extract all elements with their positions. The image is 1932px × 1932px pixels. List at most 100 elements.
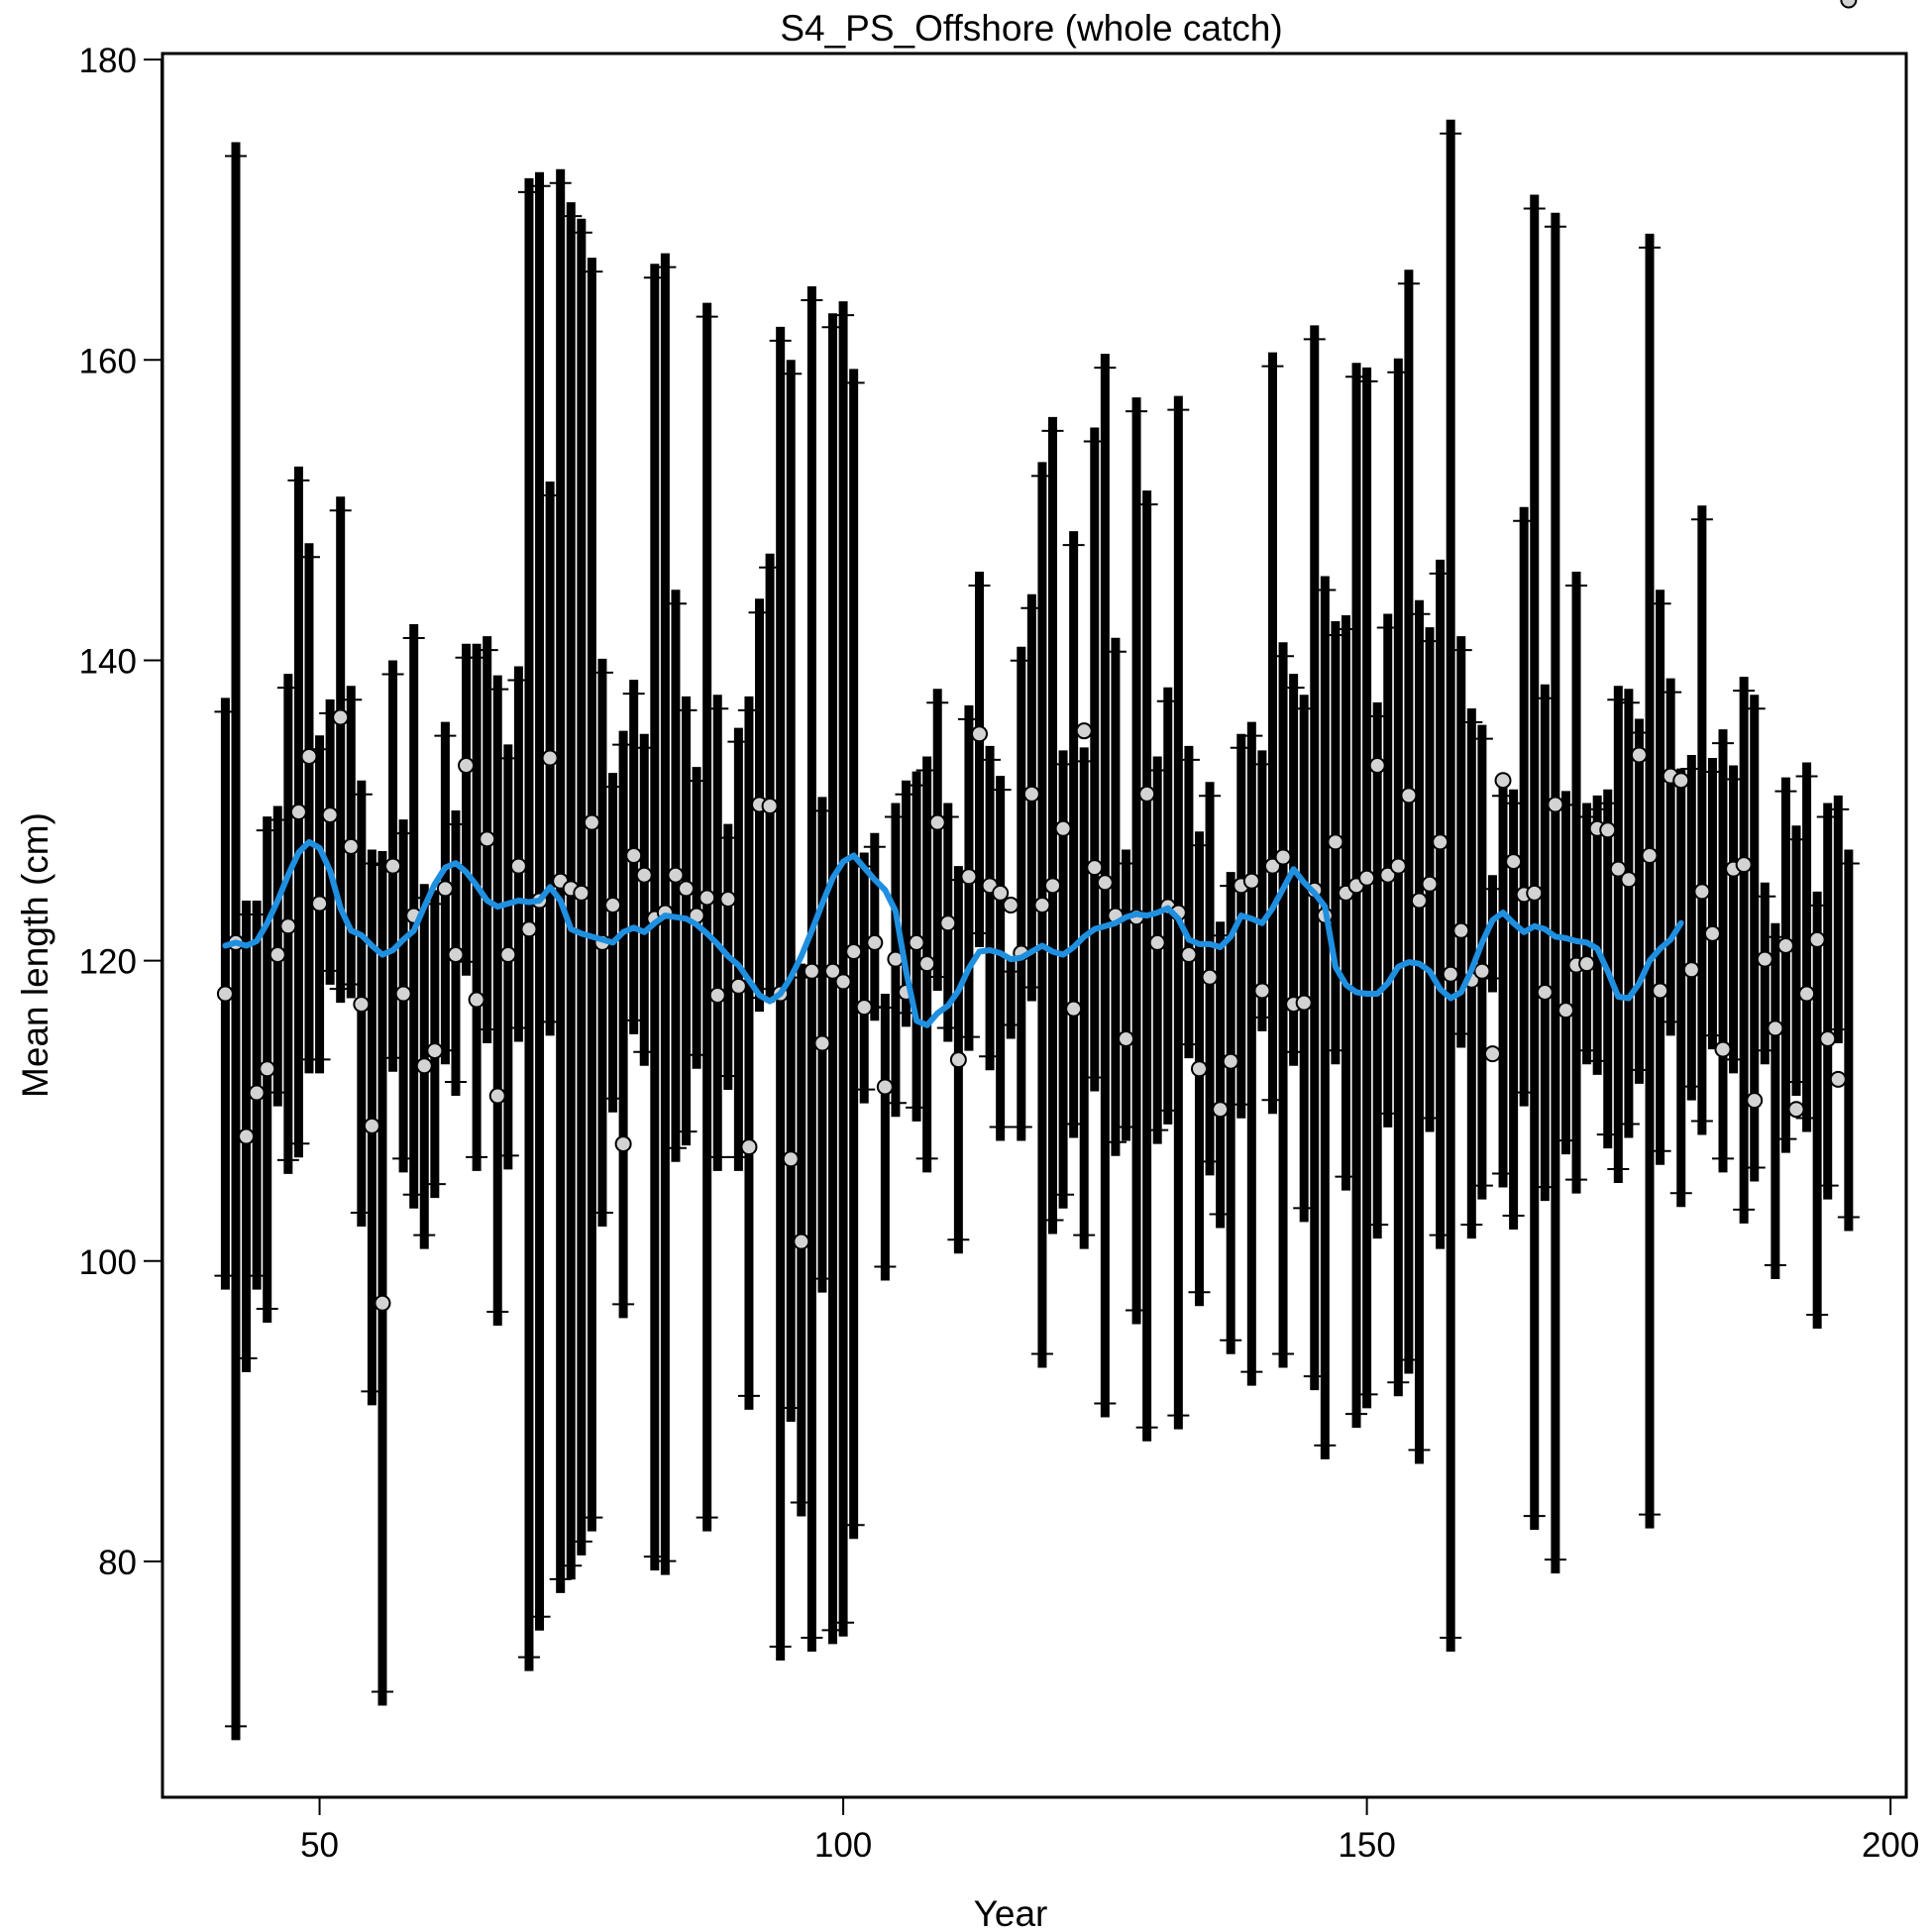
x-tick-label: 100 — [814, 1826, 872, 1865]
observed-point — [708, 986, 726, 1004]
observed-point — [520, 920, 538, 938]
observed-point — [740, 1138, 758, 1156]
observed-point — [342, 837, 360, 855]
observed-point — [1379, 866, 1397, 884]
y-tick-label: 140 — [79, 642, 137, 681]
smoother-layer — [222, 838, 1684, 1028]
axes: 50 100 150 200 80 100 120 140 160 180 — [79, 42, 1920, 1865]
observed-point — [1620, 871, 1638, 889]
observed-point — [479, 830, 496, 848]
observed-point — [1442, 965, 1459, 983]
observed-point — [1274, 848, 1292, 866]
observed-point — [1526, 884, 1544, 902]
observed-point — [447, 946, 465, 964]
observed-point — [1787, 1101, 1805, 1119]
observed-point — [1672, 772, 1690, 790]
x-tick-label: 150 — [1338, 1826, 1395, 1865]
observed-point — [1452, 921, 1470, 939]
observed-point — [300, 747, 318, 765]
observed-point — [729, 977, 747, 995]
observed-point — [1808, 930, 1826, 948]
observed-point — [238, 1127, 256, 1145]
observed-point — [614, 1135, 632, 1153]
observed-point — [1086, 859, 1104, 877]
observed-point — [1840, 0, 1858, 9]
observed-point — [876, 1078, 894, 1096]
observed-point — [1682, 961, 1700, 979]
observed-point — [1609, 860, 1627, 878]
observed-point — [363, 1117, 380, 1134]
observed-point — [971, 725, 989, 743]
observed-point — [458, 757, 476, 775]
observed-point — [761, 797, 779, 814]
observed-point — [949, 1051, 967, 1069]
observed-point — [1421, 875, 1439, 893]
y-tick-label: 120 — [79, 943, 137, 982]
observed-point — [1263, 857, 1281, 875]
observed-point — [1473, 962, 1491, 980]
observed-point — [1652, 982, 1669, 1000]
observed-point — [1547, 796, 1564, 813]
observed-point — [436, 880, 454, 898]
observed-point — [311, 895, 329, 912]
y-tick-label: 80 — [98, 1544, 137, 1582]
observed-point — [1368, 757, 1386, 775]
observed-point — [1494, 772, 1512, 790]
observed-point — [1767, 1020, 1784, 1037]
observed-point — [1043, 877, 1061, 895]
observed-point — [667, 866, 685, 884]
observed-point — [824, 962, 842, 980]
observed-point — [960, 868, 978, 886]
x-axis-label: Year — [974, 1893, 1048, 1932]
observed-point — [908, 933, 925, 951]
observed-point — [793, 1233, 810, 1250]
observed-point — [1630, 746, 1648, 764]
observed-point — [321, 806, 339, 824]
observed-point — [834, 973, 852, 991]
observed-point — [1756, 950, 1773, 968]
observed-point — [1295, 994, 1313, 1012]
observed-point — [918, 955, 936, 973]
y-tick-label: 180 — [79, 42, 137, 80]
chart-title: S4_PS_Offshore (whole catch) — [780, 8, 1282, 49]
observed-point — [1065, 1000, 1083, 1018]
observed-point — [1432, 833, 1449, 851]
observed-point — [1054, 819, 1072, 837]
observed-point — [394, 985, 412, 1003]
observed-point — [1201, 968, 1219, 986]
observed-point — [1641, 847, 1659, 865]
observed-point — [1819, 1029, 1837, 1047]
x-tick-label: 50 — [300, 1826, 339, 1865]
observed-point — [1400, 787, 1418, 805]
observed-point — [866, 933, 884, 951]
observed-point — [635, 866, 653, 884]
observed-point — [845, 943, 863, 961]
observed-point — [1212, 1101, 1230, 1119]
observed-point — [1389, 857, 1407, 875]
observed-point — [332, 708, 350, 726]
observed-point — [782, 1150, 800, 1168]
observed-point — [1002, 897, 1020, 914]
observed-point — [1242, 872, 1260, 890]
observed-point — [1735, 856, 1753, 874]
observed-point — [625, 847, 643, 865]
observed-point — [573, 884, 590, 902]
observed-point — [803, 962, 820, 980]
observed-point — [1536, 983, 1554, 1001]
observed-point — [279, 917, 297, 935]
observed-point — [1714, 1040, 1732, 1058]
observed-point — [939, 914, 957, 932]
smoother-line — [222, 838, 1684, 1028]
y-axis-label: Mean length (cm) — [15, 812, 55, 1098]
observed-points — [216, 0, 1858, 1312]
observed-point — [698, 889, 716, 907]
observed-point — [604, 897, 622, 914]
observed-point — [468, 991, 485, 1009]
observed-point — [1075, 722, 1093, 740]
observed-point — [1703, 924, 1721, 942]
observed-point — [1483, 1045, 1501, 1063]
observed-point — [415, 1057, 433, 1075]
observed-point — [1190, 1060, 1208, 1078]
observed-point — [499, 946, 517, 964]
